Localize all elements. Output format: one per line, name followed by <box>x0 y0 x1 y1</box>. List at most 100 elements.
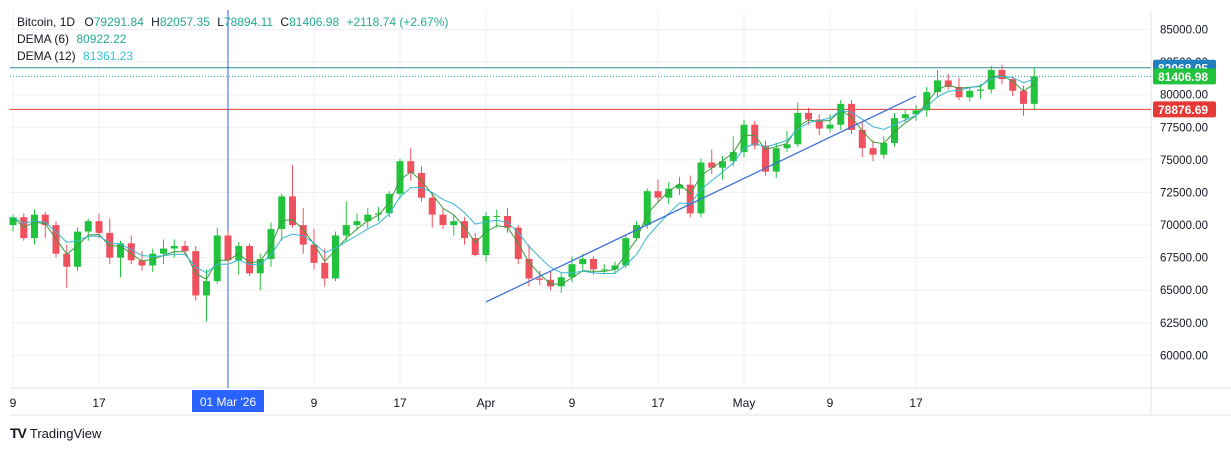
candle-body <box>590 258 597 270</box>
candle <box>729 136 737 167</box>
candle <box>213 227 221 284</box>
candle-body <box>138 260 146 266</box>
candle <box>579 253 587 271</box>
dema12-line <box>12 75 1035 275</box>
tradingview-brand[interactable]: TV TradingView <box>10 425 101 441</box>
candle <box>826 114 834 133</box>
candle-body <box>633 225 640 239</box>
legend-open-label: O <box>84 15 94 29</box>
candle <box>622 235 630 269</box>
candle <box>805 107 812 125</box>
candle <box>643 188 651 229</box>
candle <box>934 69 941 98</box>
candle-body <box>1009 79 1017 91</box>
candle-body <box>880 142 888 155</box>
candle <box>246 243 253 276</box>
candle <box>364 208 372 228</box>
candle <box>9 214 17 232</box>
candle <box>1030 67 1038 110</box>
candle-body <box>439 214 447 226</box>
candle-body <box>944 80 952 87</box>
x-tick-label: 17 <box>909 396 923 410</box>
candle <box>482 212 490 262</box>
candle-body <box>396 161 404 194</box>
y-tick-label: 67500.00 <box>1160 253 1208 265</box>
x-tick-label: 9 <box>10 396 17 410</box>
candle-body <box>428 197 436 215</box>
x-tick-label: 9 <box>827 396 834 410</box>
candle <box>633 221 640 241</box>
candle <box>439 208 447 229</box>
legend-dema6-row[interactable]: DEMA (6) 80922.22 <box>17 31 448 48</box>
candle-body <box>170 245 178 249</box>
candle <box>880 136 888 159</box>
candle-body <box>568 264 576 278</box>
candle-body <box>622 238 630 266</box>
candle <box>536 270 544 286</box>
y-tick-label: 80000.00 <box>1160 90 1208 102</box>
candle <box>966 86 974 102</box>
candle-body <box>63 253 71 267</box>
y-tick-label: 77500.00 <box>1160 122 1208 134</box>
dema6-line <box>12 75 1035 285</box>
candle-body <box>203 281 210 296</box>
candle <box>783 131 791 153</box>
candle-body <box>987 69 995 90</box>
candle-body <box>923 92 931 111</box>
candle <box>665 182 673 205</box>
candle-body <box>1030 76 1038 104</box>
candle-body <box>547 279 554 287</box>
candle-body <box>686 184 694 214</box>
legend-dema12-value: 81361.23 <box>83 49 134 63</box>
candle-body <box>95 221 103 233</box>
candle-body <box>256 258 264 274</box>
candle <box>504 208 511 233</box>
candle <box>299 208 307 254</box>
candle <box>450 214 458 236</box>
candle <box>676 176 683 196</box>
legend-high-value: 82057.35 <box>159 15 210 29</box>
candle-body <box>837 103 845 125</box>
legend-open-value: 79291.84 <box>93 15 144 29</box>
candles-group <box>9 64 1038 322</box>
candle <box>740 119 748 158</box>
candle <box>407 148 415 181</box>
candle-body <box>117 243 124 258</box>
tradingview-logo-icon: TV <box>10 425 27 441</box>
candle-body <box>267 228 275 259</box>
candle <box>418 166 425 202</box>
legend-ohlc-row: Bitcoin, 1D O79291.84 H82057.35 L78894.1… <box>17 15 449 29</box>
candle-body <box>289 196 296 226</box>
candle <box>353 213 361 231</box>
candle <box>117 240 124 278</box>
price-label-badge <box>1153 68 1216 85</box>
candle-body <box>579 258 587 265</box>
legend-dema6-value: 80922.22 <box>76 32 127 46</box>
candle-body <box>213 235 221 282</box>
x-tick-label: May <box>733 396 756 410</box>
candle-body <box>321 262 329 279</box>
candle <box>63 244 71 288</box>
candle-body <box>977 89 984 91</box>
price-label-support: 78876.69 <box>1158 103 1208 117</box>
chart-legend: Bitcoin, 1D O79291.84 H82057.35 L78894.1… <box>17 14 448 65</box>
legend-dema12-row[interactable]: DEMA (12) 81361.23 <box>17 48 448 65</box>
candle-body <box>794 112 802 145</box>
candle-body <box>719 161 726 168</box>
legend-symbol[interactable]: Bitcoin <box>17 15 54 29</box>
candle-body <box>310 244 318 263</box>
candle-body <box>1020 90 1027 104</box>
legend-timeframe: 1D <box>59 15 76 29</box>
candle-body <box>482 215 490 256</box>
candle-body <box>160 248 167 254</box>
candle <box>987 66 995 94</box>
brand-name: TradingView <box>29 425 102 441</box>
candle-body <box>729 152 737 162</box>
y-tick-label: 85000.00 <box>1160 25 1208 37</box>
candle-body <box>783 144 791 149</box>
candle <box>719 155 726 180</box>
candle-body <box>342 225 350 236</box>
x-tick-label-highlighted: 01 Mar '26 <box>200 395 257 409</box>
